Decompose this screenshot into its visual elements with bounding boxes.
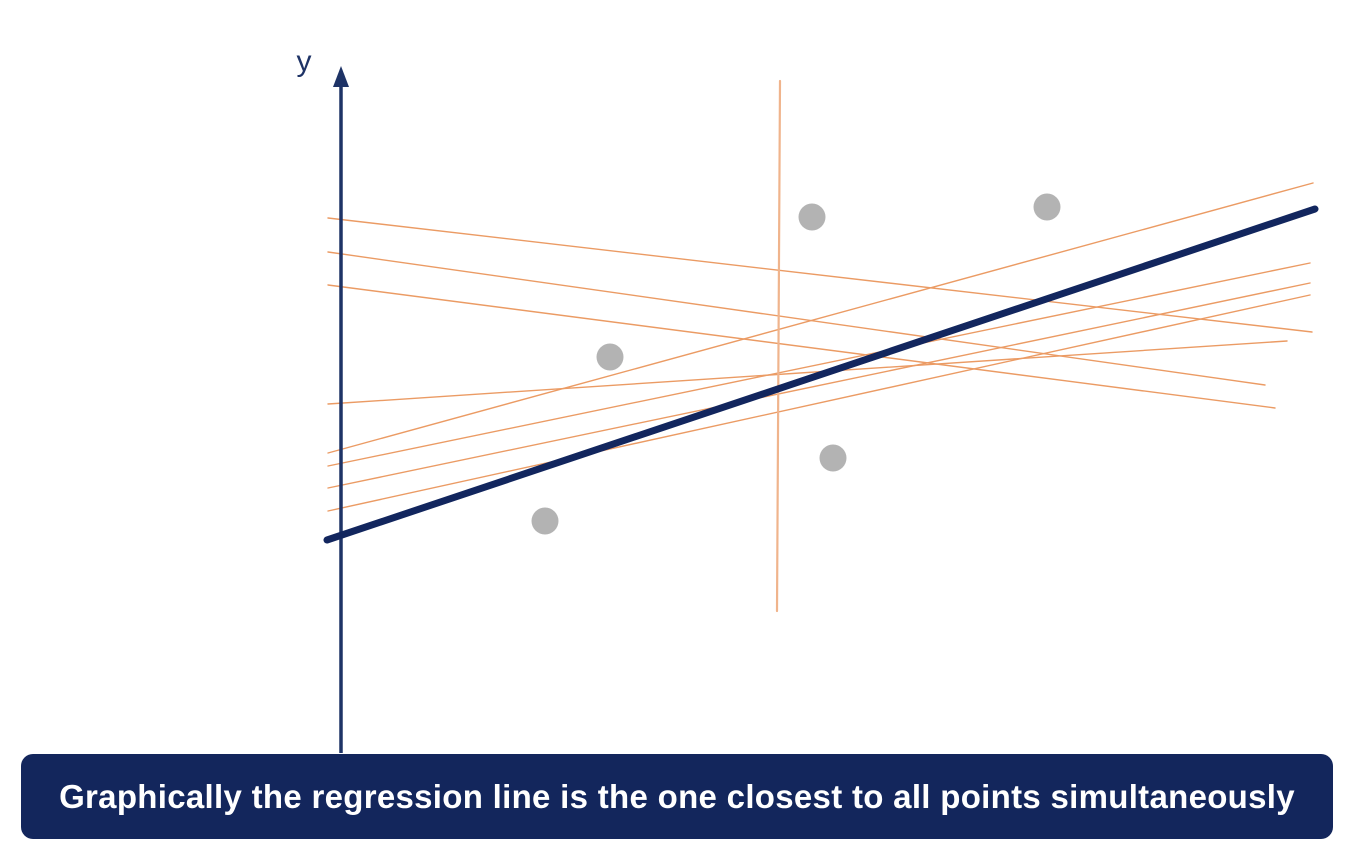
caption-banner: Graphically the regression line is the o… — [21, 754, 1333, 839]
candidate-line — [327, 284, 1276, 409]
candidate-line — [327, 282, 1311, 489]
y-axis-label: y — [296, 45, 312, 78]
candidate-line — [327, 294, 1311, 512]
candidate-line — [327, 217, 1313, 333]
candidate-line — [327, 340, 1288, 405]
data-point — [531, 507, 559, 535]
caption-text: Graphically the regression line is the o… — [59, 777, 1295, 815]
regression-line — [323, 205, 1319, 544]
candidate-line — [327, 262, 1311, 467]
data-point — [1033, 193, 1061, 221]
vertical-candidate-line — [775, 79, 782, 613]
candidate-line — [327, 251, 1266, 386]
y-axis-arrowhead — [333, 66, 349, 87]
candidate-line — [327, 182, 1314, 454]
data-point — [596, 343, 624, 371]
data-point — [819, 444, 847, 472]
data-point — [798, 203, 826, 231]
